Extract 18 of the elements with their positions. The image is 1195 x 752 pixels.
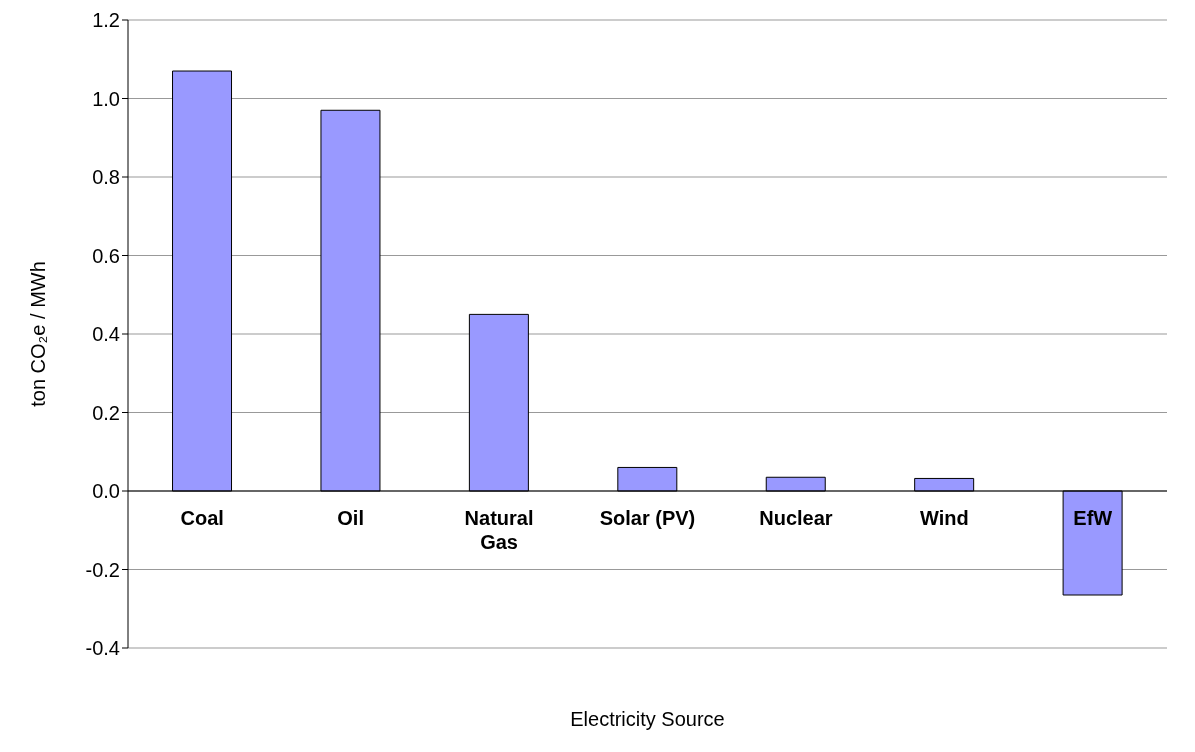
y-tick-label: 0.0: [92, 480, 120, 503]
y-tick-label: 0.4: [92, 323, 120, 346]
x-tick-label: EfW: [1073, 507, 1113, 529]
y-tick-label: 0.6: [92, 244, 120, 267]
x-tick-label: Coal: [180, 507, 224, 529]
y-tick-label: -0.4: [85, 637, 120, 660]
x-tick-label: Oil: [337, 507, 364, 529]
x-tick-label: Nuclear: [759, 507, 833, 529]
y-tick-label: 1.2: [92, 9, 120, 32]
y-tick-label: 0.2: [92, 401, 120, 424]
y-tick-label: -0.2: [85, 558, 120, 581]
y-axis-title: ton CO₂e / MWh: [27, 261, 50, 407]
x-tick-label: Solar (PV): [599, 507, 696, 529]
y-tick-label: 0.8: [92, 166, 120, 189]
y-tick-label: 1.0: [92, 87, 120, 110]
x-tick-label: Natural Gas: [464, 507, 534, 553]
x-tick-label: Wind: [920, 507, 969, 529]
x-axis-title: Electricity Source: [570, 708, 725, 730]
